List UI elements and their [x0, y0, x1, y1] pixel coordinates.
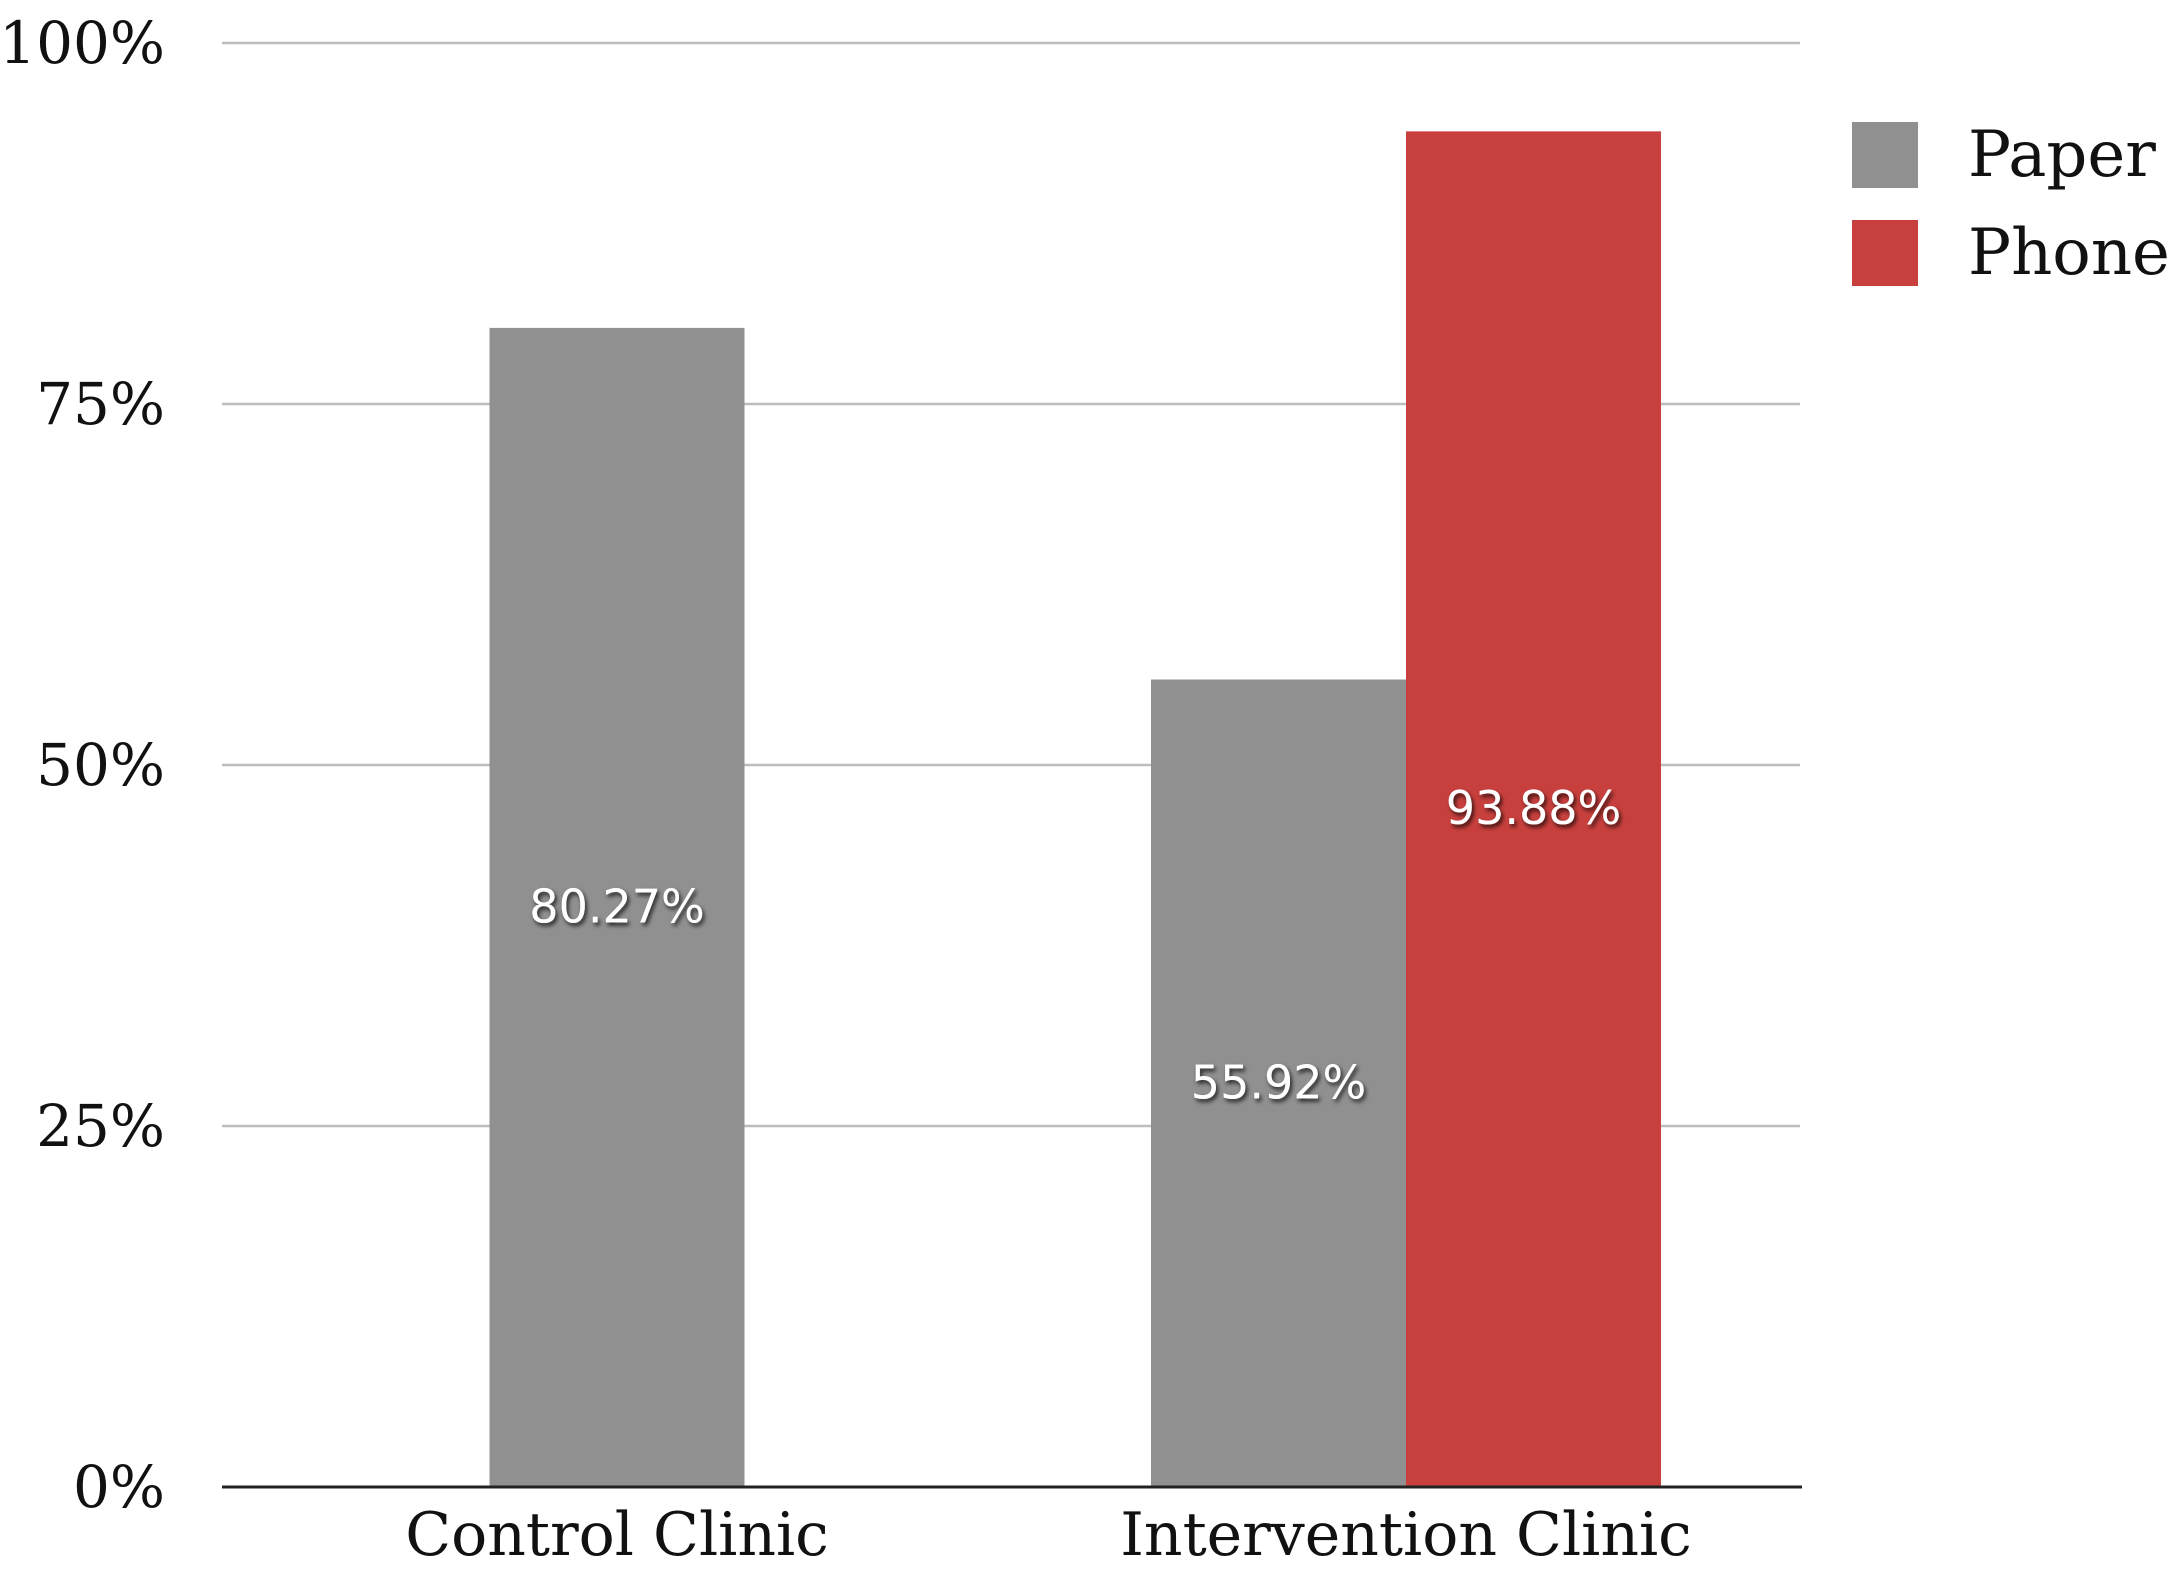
y-tick-label: 75%	[36, 370, 165, 438]
legend-label-paper: Paper	[1968, 118, 2156, 192]
legend: Paper Phone	[1852, 118, 2170, 290]
data-label: 93.88%	[1446, 781, 1621, 835]
y-tick-label: 50%	[36, 731, 165, 799]
data-label: 80.27%	[529, 879, 704, 933]
bar-phone-1	[1406, 131, 1661, 1487]
bar-paper-1	[1151, 679, 1406, 1487]
data-labels: 80.27% 55.92% 93.88%	[529, 781, 1621, 1109]
axes: 0% 25% 50% 75% 100% Control Clinic Interventio…	[0, 9, 1802, 1570]
y-tick-label: 100%	[0, 9, 165, 77]
legend-label-phone: Phone	[1968, 216, 2170, 290]
data-label: 55.92%	[1191, 1055, 1366, 1109]
legend-swatch-phone	[1852, 220, 1918, 286]
x-category-label: Control Clinic	[405, 1500, 829, 1570]
bar-paper-0	[489, 327, 745, 1487]
bars	[489, 131, 1661, 1487]
y-tick-label: 25%	[36, 1092, 165, 1160]
legend-swatch-paper	[1852, 122, 1918, 188]
y-tick-label: 0%	[73, 1453, 165, 1521]
x-category-label: Intervention Clinic	[1120, 1500, 1692, 1570]
